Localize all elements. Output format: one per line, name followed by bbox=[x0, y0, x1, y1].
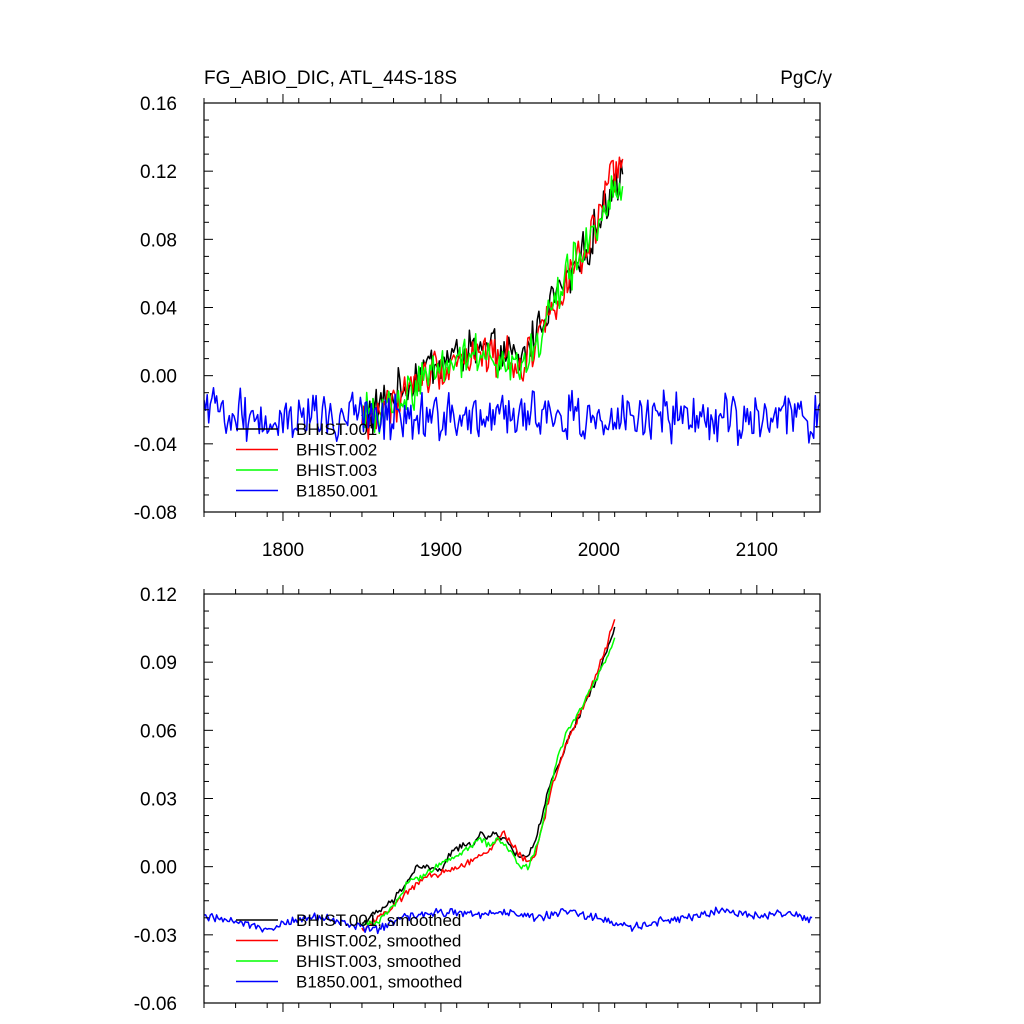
chart-units: PgC/y bbox=[780, 68, 832, 89]
series-line-b1850-001 bbox=[204, 386, 820, 447]
series-line-bhist-003 bbox=[361, 175, 624, 435]
y-tick-label: -0.06 bbox=[134, 994, 177, 1015]
x-tick-label: 1900 bbox=[420, 540, 462, 561]
series-line-bhist-003-smoothed bbox=[361, 637, 616, 927]
legend-label: BHIST.002, smoothed bbox=[296, 932, 461, 951]
y-tick-label: 0.12 bbox=[140, 162, 177, 183]
y-tick-label: -0.03 bbox=[134, 926, 177, 947]
y-tick-label: 0.09 bbox=[140, 653, 177, 674]
y-tick-label: 0.06 bbox=[140, 721, 177, 742]
legend-label: B1850.001 bbox=[296, 482, 378, 501]
legend-label: BHIST.002 bbox=[296, 441, 377, 460]
legend-label: BHIST.003, smoothed bbox=[296, 952, 461, 971]
top-panel: -0.08 -0.04 0.00 0.04 0.08 0.12 0.16 1800 1900 20… bbox=[134, 94, 821, 561]
bottom-panel: -0.06 -0.03 0.00 0.03 0.06 0.09 0.12 BHIST.001,… bbox=[134, 585, 821, 1015]
series-line-bhist-002 bbox=[361, 156, 624, 440]
y-tick-label: 0.03 bbox=[140, 790, 177, 811]
series-line-b1850-001-smoothed bbox=[204, 906, 813, 935]
y-tick-label: 0.00 bbox=[140, 858, 177, 879]
x-tick-label: 2000 bbox=[578, 540, 620, 561]
series-line-bhist-001-smoothed bbox=[361, 626, 616, 925]
series-line-bhist-002-smoothed bbox=[361, 619, 616, 932]
y-tick-label: 0.00 bbox=[140, 367, 177, 388]
y-tick-label: -0.04 bbox=[134, 435, 178, 456]
legend-label: B1850.001, smoothed bbox=[296, 973, 462, 992]
x-tick-label: 1800 bbox=[262, 540, 304, 561]
y-tick-label: 0.16 bbox=[140, 94, 177, 115]
y-tick-label: 0.12 bbox=[140, 585, 177, 606]
legend-label: BHIST.001 bbox=[296, 420, 377, 439]
x-tick-label: 2100 bbox=[736, 540, 778, 561]
series-line-bhist-001 bbox=[361, 160, 624, 431]
y-tick-label: 0.08 bbox=[140, 230, 177, 251]
chart-title: FG_ABIO_DIC, ATL_44S-18S bbox=[204, 68, 457, 89]
legend-label: BHIST.001, smoothed bbox=[296, 911, 461, 930]
y-tick-label: -0.08 bbox=[134, 503, 177, 524]
y-tick-label: 0.04 bbox=[140, 299, 177, 320]
legend-label: BHIST.003 bbox=[296, 461, 377, 480]
